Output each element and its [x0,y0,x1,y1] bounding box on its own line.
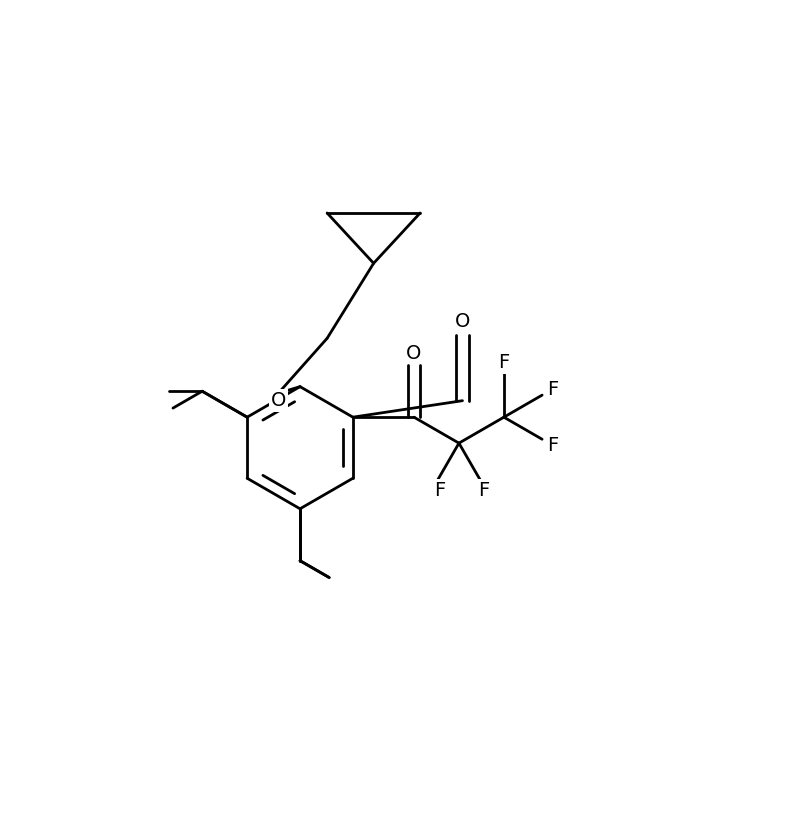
Text: O: O [407,344,422,362]
Text: O: O [455,312,470,330]
Text: F: F [548,379,559,399]
Text: O: O [270,391,286,410]
Text: F: F [434,481,445,500]
Text: F: F [498,352,510,371]
Text: F: F [478,481,489,500]
Text: F: F [548,435,559,455]
